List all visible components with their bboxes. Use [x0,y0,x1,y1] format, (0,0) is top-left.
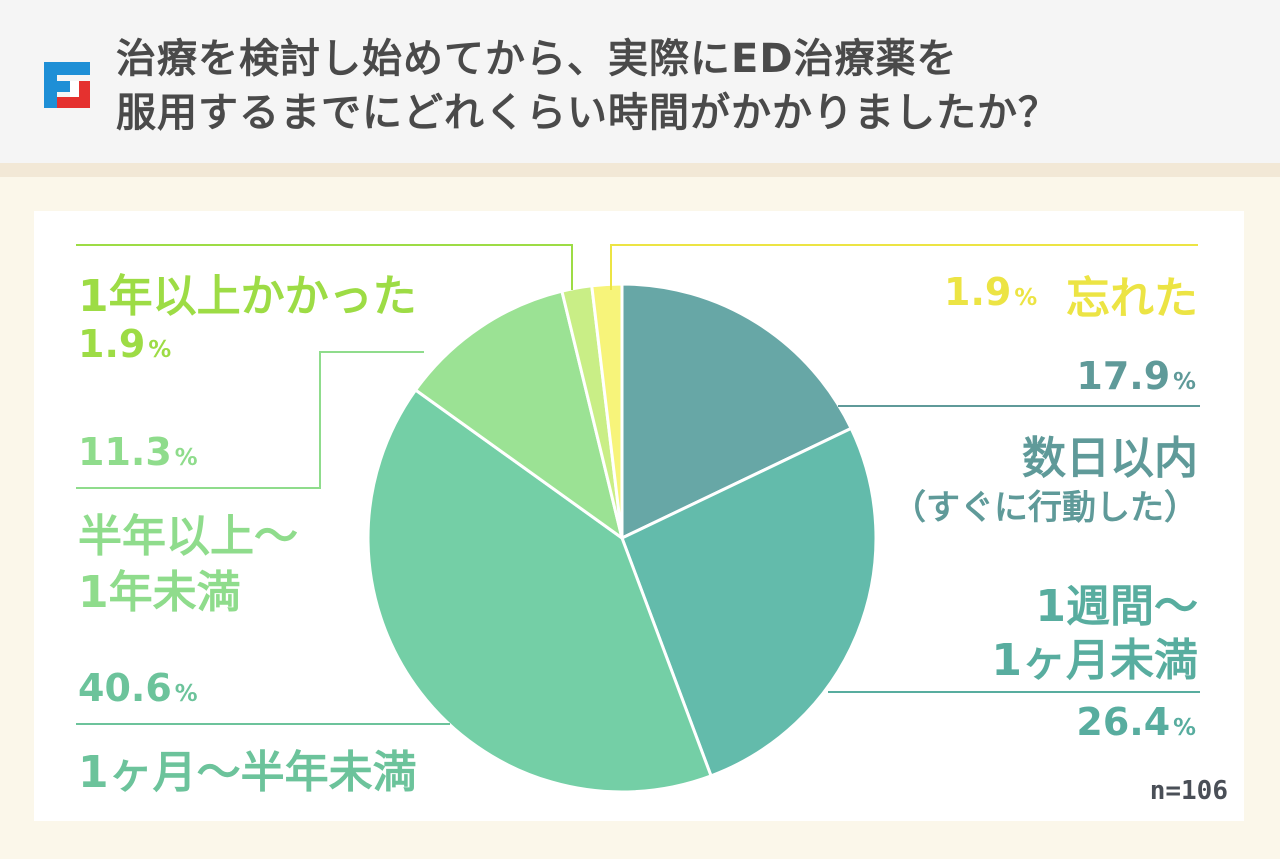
category-label-1week-1month-line1: 1週間～ [1035,581,1198,632]
value-label-within-days: 17.9% [1076,354,1196,398]
leader-line-6 [610,244,1198,290]
category-label-forgot: 忘れた [1066,273,1198,324]
category-label-halfyear-1year-line1: 半年以上～ [78,511,298,562]
category-label-1week-1month-line2: 1ヶ月未満 [991,635,1198,686]
header-divider [0,163,1280,177]
value-label-1week-1month: 26.4% [1076,700,1196,744]
title-line-2: 服用するまでにどれくらい時間がかかりましたか？ [116,90,1059,136]
slice-forgot [590,282,624,540]
value-label-halfyear-1year: 11.3% [78,430,198,474]
slice-1week-1month [620,426,878,778]
page-title: 治療を検討し始めてから、実際にED治療薬を 服用するまでにどれくらい時間がかかり… [116,32,1256,140]
slice-halfyear-1year [414,289,624,540]
title-line-1: 治療を検討し始めてから、実際にED治療薬を [116,36,958,82]
value-label-1month-halfyear: 40.6% [78,666,198,710]
slice-1month-halfyear [366,388,713,794]
header [0,0,1280,163]
category-label-halfyear-1year-line2: 1年未満 [78,567,241,618]
leader-line-5 [76,244,573,290]
value-label-over-1year: 1.9% [78,322,172,366]
slice-within-days [620,282,853,540]
category-sublabel-within-days: （すぐに行動した） [892,488,1198,528]
category-label-over-1year: 1年以上かかった [78,271,417,322]
leader-line-4 [76,351,424,489]
value-label-forgot: 1.9% [944,270,1038,314]
category-label-within-days: 数日以内 [1022,433,1198,484]
sample-size: n=106 [1149,776,1228,806]
f-logo-icon [44,62,90,108]
category-label-1month-halfyear: 1ヶ月～半年未満 [78,747,417,798]
